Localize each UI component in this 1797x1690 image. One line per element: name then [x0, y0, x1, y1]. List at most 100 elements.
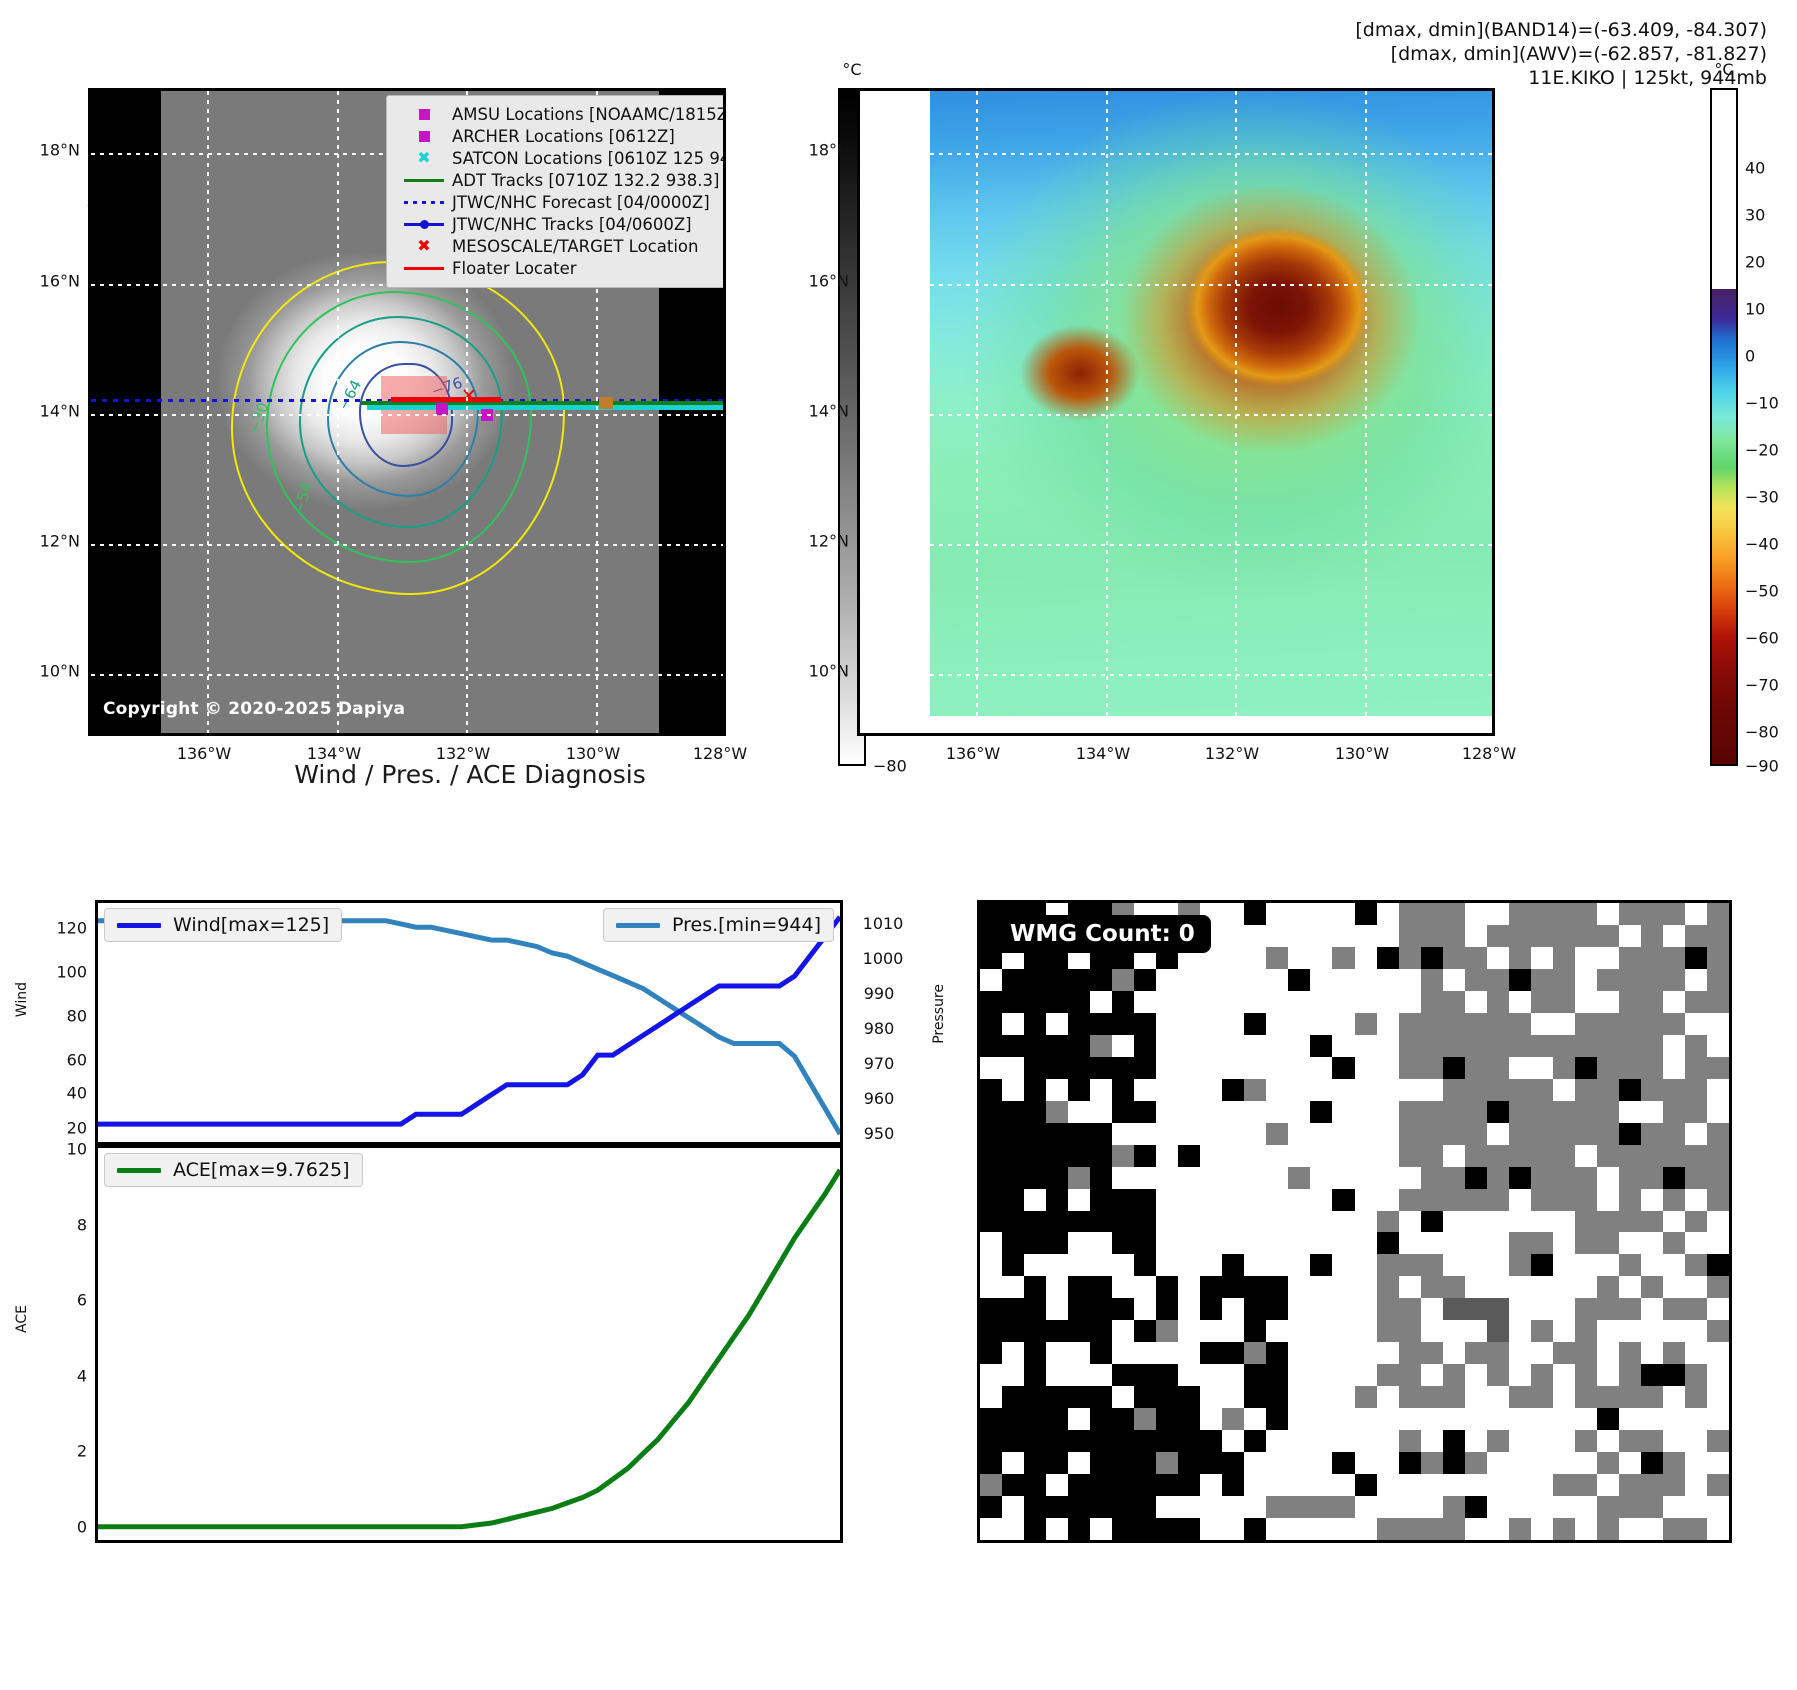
- wmg-cell: [1530, 1364, 1554, 1387]
- awv-colorbar[interactable]: 40 30 20 10 0 −10 −20 −30 −40 −50 −60 −7…: [1710, 88, 1779, 776]
- ace-chart[interactable]: ACE[max=9.7625]: [95, 1145, 843, 1543]
- wmg-cell: [980, 946, 1003, 970]
- wmg-cell: [1684, 924, 1708, 948]
- wmg-cell: [980, 1034, 1003, 1058]
- wind-legend[interactable]: Wind[max=125]: [104, 908, 343, 942]
- wmg-cell: [1310, 1430, 1334, 1453]
- wmg-cell: [1706, 1254, 1729, 1277]
- archer-square-icon: [396, 130, 452, 142]
- wmg-cell: [1640, 1122, 1664, 1146]
- wmg-cell: [1530, 946, 1554, 970]
- wmg-cell: [1618, 1386, 1642, 1409]
- wmg-cell: [1442, 1342, 1466, 1365]
- wmg-cell: [1684, 1386, 1708, 1409]
- ace-tick-10: 10: [66, 1139, 87, 1159]
- wmg-cell: [1552, 1232, 1576, 1256]
- wind-pressure-chart[interactable]: Wind[max=125] Pres.[min=944]: [95, 900, 843, 1145]
- wmg-cell: [1310, 968, 1334, 992]
- wmg-cell: [1420, 1034, 1444, 1058]
- ir-lon-tick-136: 136°W: [176, 744, 232, 763]
- wmg-cell: [1332, 946, 1356, 970]
- wmg-cell: [1420, 1320, 1444, 1343]
- wmg-cell: [1596, 1342, 1620, 1365]
- wmg-cell: [1596, 1386, 1620, 1409]
- pres-tick-1010: 1010: [862, 914, 904, 933]
- wmg-cell: [1222, 1452, 1245, 1475]
- awv-imagery: [930, 91, 1492, 716]
- wmg-cell: [1288, 1276, 1312, 1299]
- wmg-cell: [1332, 990, 1356, 1014]
- legend-row-mesoscale[interactable]: ✖ MESOSCALE/TARGET Location: [396, 235, 723, 257]
- wmg-cell: [1684, 1496, 1708, 1519]
- legend-row-amsu[interactable]: AMSU Locations [NOAAMC/1815Z 104 973]: [396, 103, 723, 125]
- wmg-image: [980, 903, 1729, 1540]
- wmg-cell: [1376, 1298, 1400, 1321]
- wmg-cell: [1706, 1100, 1729, 1124]
- legend-row-archer[interactable]: ARCHER Locations [0612Z]: [396, 125, 723, 147]
- wmg-cell: [1618, 1496, 1642, 1519]
- ir-legend[interactable]: AMSU Locations [NOAAMC/1815Z 104 973] AR…: [386, 95, 723, 288]
- wmg-cell: [1574, 1496, 1598, 1519]
- gridline-lat-10: [91, 674, 723, 676]
- wmg-cell: [1442, 1100, 1466, 1124]
- wmg-cell: [1354, 1386, 1378, 1409]
- legend-row-tracks[interactable]: JTWC/NHC Tracks [04/0600Z]: [396, 213, 723, 235]
- pressure-legend[interactable]: Pres.[min=944]: [603, 908, 834, 942]
- legend-label-floater: Floater Locater: [452, 258, 577, 278]
- track-point-marker: [599, 397, 613, 409]
- wmg-cell: [1068, 1386, 1091, 1409]
- wmg-cell: [1376, 1430, 1400, 1453]
- wmg-cell: [1310, 1386, 1334, 1409]
- wmg-cell: [1310, 1474, 1334, 1497]
- wmg-cell: [1288, 990, 1312, 1014]
- wmg-cell: [1486, 1496, 1510, 1519]
- wmg-cell: [1684, 1100, 1708, 1124]
- wmg-cell: [1596, 1100, 1620, 1124]
- wmg-cell: [1508, 1254, 1532, 1277]
- wmg-cell: [1266, 1320, 1289, 1343]
- wmg-cell: [1288, 1364, 1312, 1387]
- legend-row-adt[interactable]: ADT Tracks [0710Z 132.2 938.3]: [396, 169, 723, 191]
- awv-cb-tick-0: 0: [1745, 346, 1756, 366]
- wmg-cell: [980, 1078, 1003, 1102]
- wmg-cell: [1464, 1012, 1488, 1036]
- wmg-cell: [1090, 1078, 1113, 1102]
- wmg-cell: [1442, 903, 1466, 926]
- wmg-cell: [1024, 1188, 1047, 1212]
- tracks-line-dot-icon: [396, 219, 452, 229]
- wmg-panel[interactable]: WMG Count: 0: [977, 900, 1732, 1543]
- wmg-cell: [1200, 1276, 1223, 1299]
- wmg-cell: [1684, 946, 1708, 970]
- adt-track: [361, 401, 723, 405]
- ir-satellite-panel[interactable]: −30 −54 −64 −76 ✕ Copyright © 2020-2025 …: [88, 88, 726, 736]
- wmg-cell: [1376, 924, 1400, 948]
- wmg-cell: [1662, 1364, 1686, 1387]
- legend-row-floater[interactable]: Floater Locater: [396, 257, 723, 279]
- awv-satellite-panel[interactable]: [857, 88, 1495, 736]
- wmg-cell: [1178, 968, 1201, 992]
- wmg-cell: [1618, 1144, 1642, 1168]
- wmg-cell: [1222, 990, 1245, 1014]
- wmg-cell: [1640, 1474, 1664, 1497]
- legend-row-forecast[interactable]: JTWC/NHC Forecast [04/0000Z]: [396, 191, 723, 213]
- awv-cb-tick-m70: −70: [1745, 675, 1779, 695]
- wmg-cell: [1178, 1012, 1201, 1036]
- wmg-cell: [1046, 1034, 1069, 1058]
- ace-legend[interactable]: ACE[max=9.7625]: [104, 1153, 363, 1187]
- wmg-cell: [1068, 1320, 1091, 1343]
- wmg-cell: [1596, 1474, 1620, 1497]
- wmg-cell: [1002, 1496, 1025, 1519]
- awv-cb-tick-m20: −20: [1745, 440, 1779, 460]
- wmg-cell: [1442, 1056, 1466, 1080]
- wmg-cell: [1266, 1122, 1289, 1146]
- wmg-cell: [1420, 1232, 1444, 1256]
- wmg-cell: [1706, 1298, 1729, 1321]
- wmg-cell: [1244, 1210, 1267, 1234]
- wmg-cell: [1178, 1210, 1201, 1234]
- ir-cb-tick-m80: −80: [873, 756, 907, 776]
- wmg-cell: [1398, 990, 1422, 1014]
- pres-tick-990: 990: [863, 984, 895, 1003]
- wmg-cell: [980, 1452, 1003, 1475]
- wmg-cell: [1090, 1430, 1113, 1453]
- legend-row-satcon[interactable]: ✖ SATCON Locations [0610Z 125 948]: [396, 147, 723, 169]
